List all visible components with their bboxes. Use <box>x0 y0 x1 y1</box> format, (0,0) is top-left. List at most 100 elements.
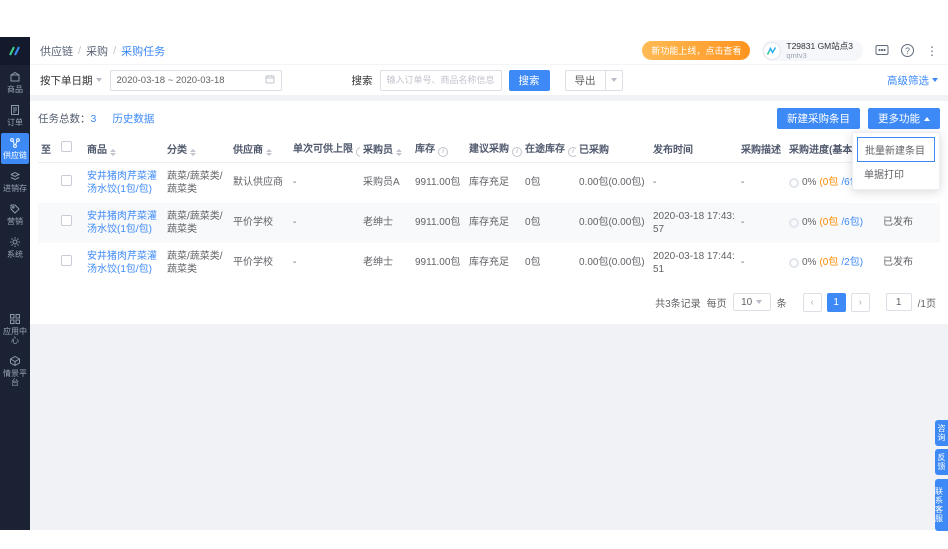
info-icon[interactable]: i <box>356 146 360 157</box>
avatar <box>763 41 782 60</box>
list-toolbar: 任务总数：3 历史数据 新建采购条目 更多功能 <box>38 107 940 130</box>
col-pin: 至 <box>38 135 58 163</box>
info-icon[interactable]: i <box>512 146 522 157</box>
row-checkbox[interactable] <box>61 175 72 186</box>
chevron-up-icon <box>924 116 930 121</box>
export-button[interactable]: 导出 <box>566 70 606 90</box>
desc-cell: - <box>741 177 745 188</box>
new-feature-banner[interactable]: 新功能上线，点击查看 <box>642 41 751 60</box>
page-button-current[interactable]: 1 <box>826 292 846 312</box>
col-supplier[interactable]: 供应商 <box>230 135 290 163</box>
buyer-cell: 采购员A <box>363 177 400 188</box>
info-icon[interactable]: i <box>438 146 448 157</box>
date-type-select[interactable]: 按下单日期 <box>40 73 102 88</box>
stock-cell: 9911.00包 <box>415 257 461 268</box>
col-suggest: 建议采购 i <box>466 135 522 163</box>
progress-ring-icon <box>789 177 799 188</box>
search-button[interactable]: 搜索 <box>508 69 550 91</box>
total-pages: /1页 <box>917 298 936 310</box>
col-category[interactable]: 分类 <box>164 135 230 163</box>
col-purchased: 已采购 <box>576 135 650 163</box>
publish-time-cell: 2020-03-18 17:44:51 <box>653 250 735 275</box>
menu-item-print[interactable]: 单据打印 <box>864 170 904 181</box>
product-link[interactable]: 安井猪肉芹菜灌汤水饺(1包/包) <box>87 210 157 235</box>
col-desc: 采购描述 <box>738 135 786 163</box>
breadcrumb-separator: / <box>78 44 82 57</box>
product-link[interactable]: 安井猪肉芹菜灌汤水饺(1包/包) <box>87 170 157 195</box>
export-split-button[interactable]: 导出 <box>564 69 623 91</box>
grid-icon <box>9 313 21 325</box>
breadcrumb-separator: / <box>113 44 117 57</box>
sort-icon[interactable] <box>110 148 116 156</box>
select-all-checkbox[interactable] <box>61 141 72 153</box>
more-actions-button[interactable]: 更多功能 <box>868 108 940 129</box>
sort-icon[interactable] <box>190 148 196 156</box>
sidebar-item-label: 进销存 <box>3 184 27 193</box>
row-checkbox[interactable] <box>61 215 72 226</box>
sidebar-item-app-center[interactable]: 应用中心 <box>1 309 29 349</box>
category-cell: 蔬菜/蔬菜类/蔬菜类 <box>167 250 223 275</box>
date-range-value: 2020-03-18 ~ 2020-03-18 <box>116 74 225 86</box>
sort-icon[interactable] <box>396 148 402 156</box>
col-product[interactable]: 商品 <box>84 135 164 163</box>
breadcrumb-item[interactable]: 供应链 <box>40 45 73 58</box>
sidebar-item-label: 应用中心 <box>3 327 27 345</box>
row-checkbox[interactable] <box>61 255 72 266</box>
product-link[interactable]: 安井猪肉芹菜灌汤水饺(1包/包) <box>87 250 157 275</box>
sidebar-item-label: 情景平台 <box>3 369 27 387</box>
account-subname: qmtv3 <box>786 50 807 60</box>
pin-cell <box>38 243 58 283</box>
sidebar-item-inventory[interactable]: 进销存 <box>1 166 29 197</box>
app-window: 商品 订单 供应链 进销存 营销 <box>0 37 948 531</box>
col-buyer[interactable]: 采购员 <box>360 135 412 163</box>
sidebar-item-label: 供应链 <box>3 151 27 160</box>
progress-cell: 0%(0包/6包) <box>789 216 877 229</box>
page-jump-input[interactable] <box>885 293 912 311</box>
prev-page-button[interactable]: ‹ <box>802 292 822 312</box>
app-logo[interactable] <box>0 37 30 65</box>
desc-cell: - <box>741 257 745 268</box>
order-icon <box>9 104 21 116</box>
table-row: 安井猪肉芹菜灌汤水饺(1包/包) 蔬菜/蔬菜类/蔬菜类 平价学校 - 老绅士 9… <box>38 243 940 283</box>
breadcrumb-current: 采购任务 <box>121 45 166 58</box>
status-cell: 已发布 <box>883 217 913 228</box>
help-icon[interactable]: ? <box>901 44 914 57</box>
sidebar-item-goods[interactable]: 商品 <box>1 67 29 98</box>
search-input[interactable] <box>379 69 502 91</box>
export-dropdown-toggle[interactable] <box>606 71 622 90</box>
date-range-picker[interactable]: 2020-03-18 ~ 2020-03-18 <box>109 69 282 91</box>
account-name: T29831 GM站点3 <box>786 41 853 51</box>
next-page-button[interactable]: › <box>850 292 870 312</box>
breadcrumb-item[interactable]: 采购 <box>86 45 109 58</box>
float-tab-consult[interactable]: 咨询 <box>935 420 948 446</box>
float-tab-feedback[interactable]: 反馈 <box>935 449 948 475</box>
kebab-menu-icon[interactable]: ⋮ <box>926 43 938 58</box>
account-menu[interactable]: T29831 GM站点3 qmtv3 <box>762 40 863 61</box>
float-tab-customer-service[interactable]: 联系客服 <box>935 479 948 531</box>
category-cell: 蔬菜/蔬菜类/蔬菜类 <box>167 170 223 195</box>
message-icon[interactable] <box>875 44 889 57</box>
col-select <box>58 135 84 163</box>
menu-item-batch-create[interactable]: 批量新建条目 <box>857 137 935 162</box>
sidebar-item-orders[interactable]: 订单 <box>1 100 29 131</box>
sidebar-item-marketing[interactable]: 营销 <box>1 199 29 230</box>
col-supply-limit: 单次可供上限i <box>290 135 360 163</box>
progress-ring-icon <box>789 217 799 228</box>
chevron-down-icon <box>756 300 763 304</box>
history-data-link[interactable]: 历史数据 <box>112 113 155 125</box>
per-page-select[interactable]: 10 <box>732 293 771 311</box>
info-icon[interactable]: i <box>568 146 576 157</box>
sidebar-item-scene-platform[interactable]: 情景平台 <box>1 351 29 391</box>
purchased-cell: 0.00包(0.00包) <box>579 177 645 188</box>
purchased-cell: 0.00包(0.00包) <box>579 257 645 268</box>
supplier-cell: 默认供应商 <box>233 177 283 188</box>
new-purchase-item-button[interactable]: 新建采购条目 <box>777 108 860 129</box>
sidebar-item-system[interactable]: 系统 <box>1 232 29 263</box>
progress-ring-icon <box>789 257 799 268</box>
advanced-filter-link[interactable]: 高级筛选 <box>887 73 938 88</box>
suggest-cell: 库存充足 <box>469 217 509 228</box>
sidebar-item-supply-chain[interactable]: 供应链 <box>1 133 29 164</box>
chevron-down-icon <box>95 78 102 82</box>
topbar: 供应链 / 采购 / 采购任务 新功能上线，点击查看 T29831 GM站点3 … <box>30 37 948 64</box>
sort-icon[interactable] <box>266 148 272 156</box>
